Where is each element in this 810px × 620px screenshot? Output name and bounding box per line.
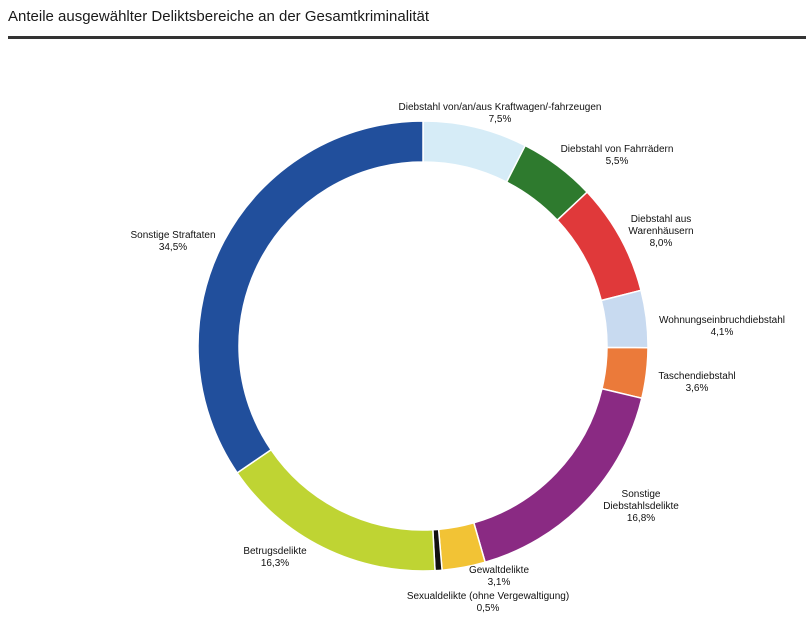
slice-value-label: 4,1% — [711, 327, 734, 338]
title-rule — [8, 36, 806, 39]
slice-value-label: 7,5% — [489, 114, 512, 125]
slice-label: Diebstahl aus Warenhäusern — [628, 214, 693, 237]
slice-label: Diebstahl von Fahrrädern — [561, 144, 674, 155]
slice-label: Betrugsdelikte — [243, 546, 307, 557]
donut-slice — [422, 120, 527, 184]
slice-label: Sonstige Diebstahlsdelikte — [603, 489, 679, 512]
slice-value-label: 16,8% — [627, 513, 655, 524]
slice-label: Sexualdelikte (ohne Vergewaltigung) — [407, 591, 569, 602]
slice-label: Taschendiebstahl — [658, 371, 735, 382]
slice-label: Gewaltdelikte — [469, 565, 529, 576]
chart-title: Anteile ausgewählter Deliktsbereiche an … — [8, 8, 430, 25]
slice-value-label: 16,3% — [261, 558, 289, 569]
donut-slice — [600, 289, 649, 349]
slice-label: Sonstige Straftaten — [130, 230, 215, 241]
slice-value-label: 3,6% — [686, 383, 709, 394]
donut-slice — [472, 387, 643, 564]
slice-label-group: Sexualdelikte (ohne Vergewaltigung)0,5% — [407, 591, 569, 614]
slice-value-label: 8,0% — [650, 238, 673, 249]
slice-label-group: Diebstahl von/an/aus Kraftwagen/-fahrzeu… — [399, 102, 602, 125]
slice-label: Wohnungseinbruchdiebstahl — [659, 315, 785, 326]
slice-value-label: 3,1% — [488, 577, 511, 588]
donut-slice — [197, 120, 424, 474]
slice-value-label: 0,5% — [477, 603, 500, 614]
slice-label: Diebstahl von/an/aus Kraftwagen/-fahrzeu… — [399, 102, 602, 113]
slice-value-label: 34,5% — [159, 242, 187, 253]
slice-value-label: 5,5% — [606, 156, 629, 167]
donut-slice — [556, 191, 642, 302]
